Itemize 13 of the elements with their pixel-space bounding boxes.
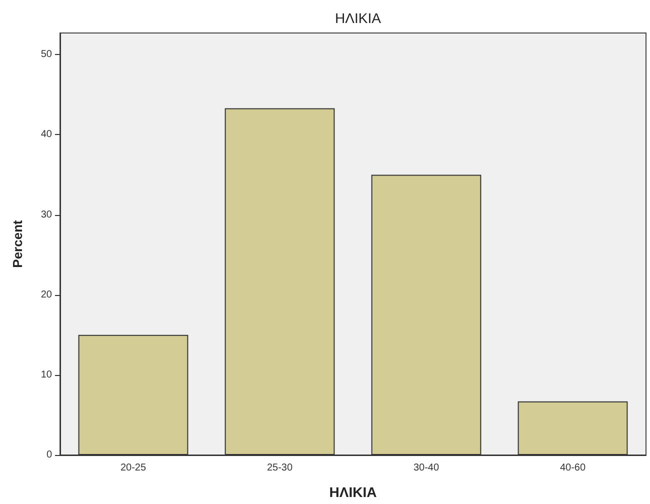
- y-axis-title: Percent: [10, 219, 25, 268]
- x-tick-label: 30-40: [413, 462, 440, 474]
- y-tick-label: 40: [40, 129, 52, 140]
- x-axis-title: ΗΛΙΚΙΑ: [329, 484, 377, 500]
- y-tick-label: 20: [40, 289, 52, 300]
- y-tick-label: 30: [40, 209, 52, 220]
- x-tick-label: 40-60: [560, 462, 586, 474]
- x-tick-label: 25-30: [266, 462, 293, 474]
- y-tick-label: 10: [40, 369, 52, 380]
- x-tick-label: 20-25: [120, 462, 146, 474]
- y-tick-label: 50: [40, 49, 52, 60]
- y-tick-label: 0: [46, 450, 52, 460]
- chart-title: ΗΛΙΚΙΑ: [335, 10, 382, 26]
